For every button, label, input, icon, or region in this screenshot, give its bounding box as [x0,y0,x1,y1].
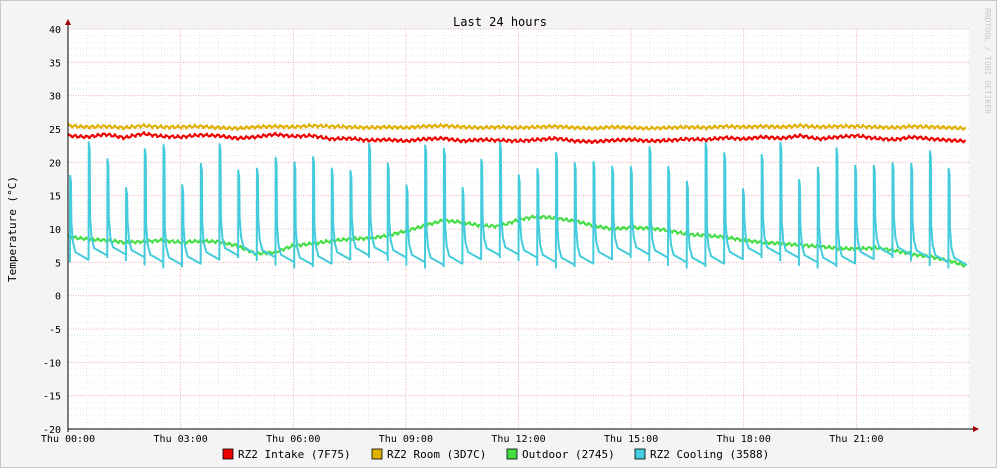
y-tick-label: 30 [49,92,61,103]
y-tick-label: 0 [55,292,61,303]
series-line-2 [67,213,967,268]
legend-label: RZ2 Cooling (3588) [650,448,769,461]
x-tick-label: Thu 12:00 [491,434,545,445]
y-tick-label: 5 [55,258,61,269]
y-tick-label: 40 [49,25,61,36]
y-tick-label: -15 [43,392,61,403]
x-tick-label: Thu 09:00 [379,434,433,445]
y-tick-label: -5 [49,325,61,336]
y-tick-label: 15 [49,192,61,203]
x-tick-label: Thu 03:00 [154,434,208,445]
legend-swatch [222,448,234,460]
x-tick-label: Thu 00:00 [41,434,95,445]
tick-labels: -20 -15 -10 -5 0 5 10 15 20 25 30 35 40 Thu 00:00 Thu … [41,25,884,445]
y-tick-label: 35 [49,58,61,69]
series-line-0 [67,131,967,145]
y-tick-label: -10 [43,358,61,369]
axes [65,19,979,432]
chart-title: Last 24 hours [453,15,547,29]
series-line-1 [67,123,967,131]
x-tick-label: Thu 18:00 [717,434,771,445]
rrdtool-watermark: RRDTOOL / TOBI OETIKER [983,8,992,114]
y-axis-label: Temperature (°C) [6,176,19,282]
legend-swatch [634,448,646,460]
series-lines [67,123,968,269]
legend-label: Outdoor (2745) [522,448,615,461]
x-tick-label: Thu 15:00 [604,434,658,445]
legend: RZ2 Intake (7F75) RZ2 Room (3D7C) Outdoor … [222,448,769,461]
y-axis-arrow [65,19,71,25]
legend-swatch [506,448,518,460]
y-tick-label: 10 [49,225,61,236]
x-tick-label: Thu 21:00 [829,434,883,445]
y-tick-label: -20 [43,425,61,436]
legend-label: RZ2 Room (3D7C) [387,448,486,461]
legend-label: RZ2 Intake (7F75) [238,448,351,461]
series-line-3 [68,141,968,269]
legend-swatch [371,448,383,460]
x-axis-arrow [973,426,979,432]
x-tick-label: Thu 06:00 [266,434,320,445]
y-tick-label: 25 [49,125,61,136]
y-tick-label: 20 [49,158,61,169]
